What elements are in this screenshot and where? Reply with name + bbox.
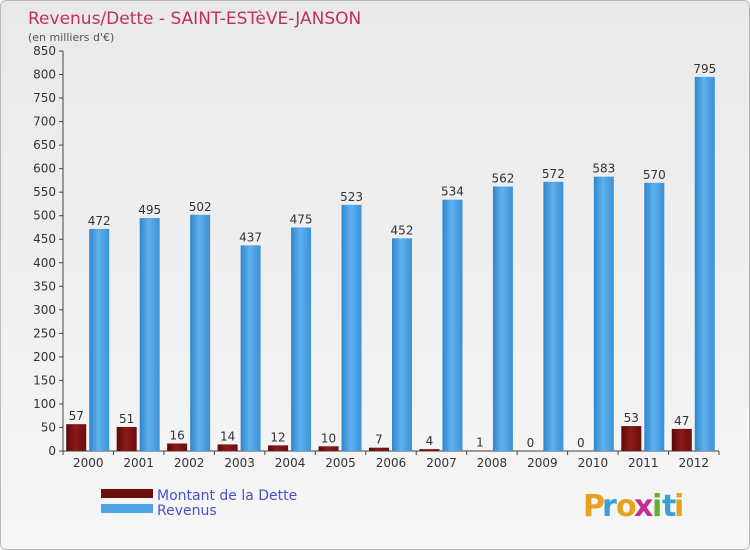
chart-subtitle: (en milliers d'€) [28, 31, 114, 44]
proxiti-logo: Pr oxi ti [583, 489, 684, 524]
x-tick-label: 2005 [325, 456, 356, 470]
revenus-bar [89, 228, 110, 451]
y-tick-label: 0 [48, 444, 56, 458]
y-tick-label: 100 [33, 397, 56, 411]
dette-bar [318, 446, 339, 451]
revenus-bar-value-label: 495 [138, 203, 161, 217]
x-tick-label: 2003 [224, 456, 255, 470]
y-tick-label: 700 [33, 115, 56, 129]
legend-swatch-revenus [101, 504, 153, 513]
y-tick-label: 250 [33, 326, 56, 340]
x-tick-label: 2007 [426, 456, 457, 470]
dette-bar [369, 447, 389, 451]
x-tick-label: 2000 [73, 456, 104, 470]
revenus-bar-value-label: 583 [592, 162, 615, 176]
y-tick-label: 150 [33, 373, 56, 387]
revenus-bar [442, 199, 463, 451]
y-tick-label: 350 [33, 279, 56, 293]
revenus-bar [341, 204, 362, 451]
logo-letter: r [602, 489, 617, 524]
dette-bar [419, 449, 440, 451]
logo-letter: P [583, 489, 605, 524]
dette-bar-value-label: 14 [220, 429, 235, 443]
legend-label-dette: Montant de la Dette [157, 488, 297, 504]
dette-bar-value-label: 51 [119, 412, 134, 426]
dette-bar-value-label: 1 [476, 436, 484, 450]
logo-letter: x [634, 489, 653, 524]
dette-bar-value-label: 10 [321, 431, 336, 445]
dette-bar-value-label: 0 [527, 436, 535, 450]
logo-letter: i [674, 489, 684, 524]
dette-bar-value-label: 4 [426, 434, 434, 448]
dette-bar-value-label: 57 [69, 409, 84, 423]
revenus-bar [543, 181, 564, 451]
dette-bar [621, 426, 642, 451]
revenus-bar [492, 186, 513, 451]
y-tick-label: 550 [33, 185, 56, 199]
x-tick-label: 2008 [477, 456, 508, 470]
revenus-bar-value-label: 570 [643, 168, 666, 182]
dette-bar-value-label: 47 [674, 414, 689, 428]
revenus-bar-value-label: 502 [189, 200, 212, 214]
revenus-bar [392, 238, 412, 451]
dette-bar [116, 427, 137, 451]
revenus-bar [240, 245, 261, 451]
dette-bar-value-label: 16 [170, 428, 185, 442]
dette-bar-value-label: 0 [577, 436, 585, 450]
y-tick-label: 650 [33, 138, 56, 152]
x-tick-label: 2004 [275, 456, 306, 470]
legend-swatch-dette [101, 489, 153, 498]
dette-bar [268, 445, 289, 451]
legend-label-revenus: Revenus [157, 503, 217, 519]
y-tick-label: 600 [33, 162, 56, 176]
revenus-bar-value-label: 572 [542, 167, 565, 181]
revenus-bar-value-label: 795 [693, 62, 716, 76]
y-tick-label: 850 [33, 44, 56, 58]
y-tick-label: 200 [33, 350, 56, 364]
revenus-bar [644, 182, 665, 451]
x-tick-label: 2006 [376, 456, 407, 470]
y-tick-label: 450 [33, 232, 56, 246]
revenus-bar-value-label: 472 [88, 214, 111, 228]
revenus-bar-value-label: 523 [340, 190, 363, 204]
y-tick-label: 750 [33, 91, 56, 105]
revenus-bar-value-label: 475 [290, 212, 313, 226]
x-tick-label: 2011 [628, 456, 659, 470]
dette-bar-value-label: 12 [270, 430, 285, 444]
logo-letter: i [652, 489, 662, 524]
dette-bar [66, 424, 87, 451]
y-tick-label: 50 [41, 420, 56, 434]
legend: Montant de la Dette Revenus [101, 488, 297, 519]
dette-bar [671, 428, 692, 451]
chart-title: Revenus/Dette - SAINT-ESTèVE-JANSON [28, 9, 361, 29]
dette-bar-value-label: 7 [375, 433, 383, 447]
dette-bar [167, 443, 188, 451]
revenus-bar [291, 227, 312, 451]
x-tick-label: 2002 [174, 456, 205, 470]
x-tick-label: 2012 [678, 456, 709, 470]
revenus-bar-value-label: 562 [491, 172, 514, 186]
revenus-bar-value-label: 452 [391, 223, 414, 237]
dette-bar [217, 444, 238, 451]
revenus-bar [190, 214, 211, 451]
dette-bar-value-label: 53 [624, 411, 639, 425]
x-tick-label: 2009 [527, 456, 558, 470]
x-tick-label: 2001 [123, 456, 154, 470]
revenus-bar-value-label: 437 [239, 230, 262, 244]
revenus-bar [139, 218, 160, 451]
logo-letter: t [662, 489, 676, 524]
y-tick-label: 500 [33, 209, 56, 223]
axes: 0501001502002503003504004505005506006507… [33, 44, 720, 470]
revenus-bar-value-label: 534 [441, 185, 464, 199]
x-tick-label: 2010 [578, 456, 609, 470]
y-tick-label: 400 [33, 256, 56, 270]
y-tick-label: 300 [33, 303, 56, 317]
revenus-bar [694, 76, 715, 451]
revenus-bar [593, 176, 614, 451]
y-tick-label: 800 [33, 68, 56, 82]
logo-letter: o [616, 489, 637, 524]
